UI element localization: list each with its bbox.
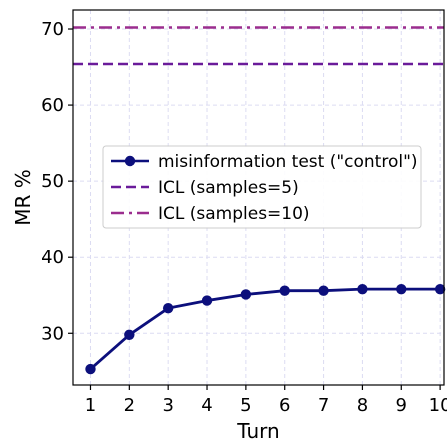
legend-entry-icl-10: ICL (samples=10): [111, 204, 310, 224]
control-point: [240, 289, 252, 300]
x-axis-title: Turn: [236, 419, 279, 441]
x-tick-label: 3: [162, 395, 173, 416]
y-axis-title: MR %: [11, 169, 35, 226]
x-tick-label: 8: [357, 395, 368, 416]
x-tick-label: 7: [318, 395, 329, 416]
control-point: [124, 329, 135, 340]
x-tick-label: 2: [124, 395, 135, 416]
control-point: [162, 302, 174, 314]
control-point: [318, 285, 329, 296]
y-tick-label: 40: [41, 247, 64, 268]
y-tick-label: 50: [41, 171, 64, 192]
control-line: [89, 287, 441, 371]
x-tick-label: 5: [240, 395, 251, 416]
x-tick-label: 6: [279, 395, 290, 416]
x-axis: 1 2 3 4 5 6 7 8 9 10: [85, 385, 447, 416]
control-point: [357, 283, 368, 295]
x-tick-label: 9: [396, 395, 407, 416]
y-tick-label: 60: [41, 95, 64, 116]
legend-entry-control: misinformation test ("control"): [111, 152, 418, 172]
legend-label-control: misinformation test ("control"): [158, 152, 418, 172]
control-point: [85, 363, 96, 375]
legend-box: [102, 145, 422, 229]
x-tick-label: 1: [85, 395, 96, 416]
x-tick-label: 10: [429, 395, 447, 416]
legend-label-icl-5: ICL (samples=5): [158, 178, 299, 198]
y-tick-label: 30: [41, 323, 64, 344]
control-point: [201, 295, 213, 306]
reference-lines: [73, 26, 444, 66]
series-layer: [85, 283, 446, 375]
y-tick-label: 70: [41, 19, 64, 40]
control-point: [396, 283, 407, 295]
x-tick-label: 4: [201, 395, 212, 416]
legend: misinformation test ("control") ICL (sam…: [102, 145, 422, 229]
plot-frame: [72, 9, 445, 386]
legend-label-icl-10: ICL (samples=10): [158, 204, 310, 224]
y-axis: 30 40 50 60 70: [41, 19, 73, 344]
control-point: [279, 285, 290, 296]
control-point: [434, 283, 446, 295]
legend-entry-icl-5: ICL (samples=5): [111, 178, 299, 198]
legend-marker-control: [124, 155, 136, 167]
